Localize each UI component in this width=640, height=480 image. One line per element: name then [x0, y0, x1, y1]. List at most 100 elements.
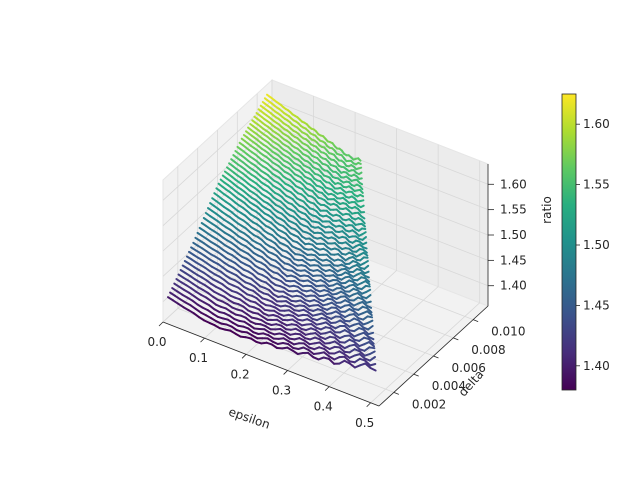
contour-line-segment: [230, 325, 238, 332]
z-axis-label: ratio: [540, 196, 554, 224]
x-tick-label: 0.3: [272, 384, 291, 398]
contour-line-segment: [364, 359, 372, 367]
z-tick-label: 1.55: [500, 203, 527, 217]
contour-line-segment: [361, 231, 367, 236]
z-tick-label: 1.60: [500, 177, 527, 191]
x-axis-label: epsilon: [227, 405, 272, 432]
contour-line-segment: [348, 334, 356, 341]
contour-line-segment: [359, 199, 365, 202]
contour-line-segment: [353, 343, 361, 351]
contour-line-segment: [362, 331, 370, 338]
y-tick-label: 0.004: [432, 379, 466, 393]
x-tick-mark: [283, 370, 288, 375]
x-tick-mark: [158, 321, 164, 327]
x-tick-label: 0.2: [231, 367, 250, 381]
contour-line-segment: [253, 285, 260, 292]
contour-line-segment: [307, 351, 315, 359]
x-tick-mark: [324, 386, 330, 391]
contour-line-segment: [251, 273, 258, 280]
contour-line-segment: [364, 280, 371, 286]
y-tick-mark: [413, 373, 419, 377]
contour-line-segment: [267, 334, 275, 340]
contour-line-segment: [323, 351, 331, 358]
contour-line-segment: [182, 306, 190, 312]
contour-line-segment: [361, 236, 367, 241]
x-axis-ticks: 0.0 0.1 0.2 0.3 0.4 0.5: [147, 321, 374, 430]
contour-line-segment: [358, 350, 366, 357]
contour-line-segment: [206, 291, 214, 298]
contour-line-segment: [228, 314, 236, 321]
y-tick-label: 0.008: [471, 343, 505, 357]
contour-line-segment: [303, 342, 311, 349]
contour-line-segment: [167, 296, 175, 302]
contour-line-segment: [190, 287, 198, 293]
contour-line-segment: [247, 327, 255, 334]
contour-line-segment: [229, 329, 237, 335]
contour-line-segment: [357, 322, 365, 329]
y-tick-label: 0.006: [452, 361, 486, 375]
contour-line-segment: [362, 248, 368, 254]
contour-line-segment: [264, 264, 271, 271]
contour-line-segment: [357, 161, 362, 165]
contour-line-segment: [368, 350, 376, 356]
contour-line-segment: [268, 289, 275, 296]
contour-line-segment: [177, 302, 185, 309]
contour-line-segment: [210, 299, 217, 306]
contour-line-segment: [358, 185, 364, 191]
colorbar-tick-label: 1.55: [583, 178, 610, 192]
contour-line-segment: [360, 215, 366, 220]
contour-line-segment: [338, 343, 346, 350]
contour-line-segment: [198, 316, 206, 322]
grid-line: [271, 125, 489, 211]
contour-line-segment: [246, 331, 254, 337]
contour-line-segment: [358, 171, 363, 176]
contour-line-segment: [358, 177, 363, 180]
contour-line-segment: [226, 318, 234, 324]
contour-line-segment: [367, 335, 375, 341]
contour-line-segment: [367, 338, 375, 345]
contour-line-segment: [368, 356, 376, 362]
contour-line-segment: [255, 297, 263, 304]
contour-line-segment: [307, 349, 315, 355]
contour-line-segment: [258, 308, 265, 315]
contour-surface: [167, 93, 377, 372]
contour-line-segment: [343, 353, 351, 359]
contour-line-segment: [343, 325, 351, 332]
y-tick-mark: [433, 355, 439, 359]
contour-line-segment: [357, 157, 362, 162]
contour-line-segment: [194, 307, 202, 314]
contour-line-segment: [289, 253, 296, 261]
z-axis-ticks: 1.40 1.45 1.50 1.55 1.60: [488, 177, 527, 293]
grid-line: [271, 99, 489, 185]
contour-line-segment: [206, 309, 214, 315]
contour-line-segment: [226, 303, 234, 309]
y-tick-label: 0.010: [491, 325, 525, 339]
contour-line-segment: [329, 327, 337, 334]
grid-line: [197, 289, 414, 375]
contour-line-segment: [208, 304, 216, 311]
contour-line-segment: [189, 304, 197, 310]
contour-line-segment: [191, 299, 199, 306]
y-tick-mark: [472, 319, 479, 323]
contour-line-segment: [188, 291, 196, 298]
contour-line-segment: [362, 246, 368, 250]
contour-line-segment: [176, 290, 184, 296]
contour-line-segment: [348, 362, 356, 369]
contour-line-segment: [338, 346, 346, 353]
contour-line-segment: [362, 251, 369, 257]
contour-line-segment: [361, 241, 368, 246]
contour-line-segment: [269, 284, 276, 292]
contour-line-segment: [364, 284, 371, 288]
colorbar-tick-label: 1.40: [583, 359, 610, 373]
contour-line-segment: [244, 316, 252, 323]
contour-line-segment: [259, 304, 266, 311]
x-tick-mark: [200, 337, 205, 343]
contour-line-segment: [353, 313, 360, 320]
z-tick-label: 1.45: [500, 253, 527, 267]
contour-line-segment: [353, 357, 361, 364]
contour-line-segment: [174, 294, 182, 301]
contour-line-segment: [359, 204, 365, 209]
contour-line-segment: [192, 312, 201, 319]
contour-line-segment: [179, 298, 187, 304]
